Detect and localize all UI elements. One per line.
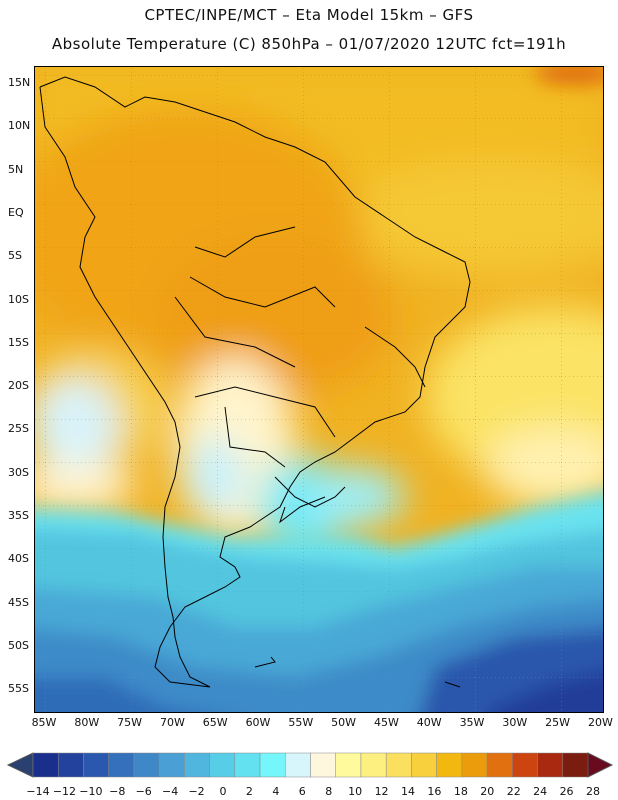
colorbar [0, 750, 618, 780]
colorbar-tick-label: 20 [480, 785, 495, 798]
colorbar-tick-label: 12 [374, 785, 389, 798]
colorbar-tick-label: 0 [219, 785, 227, 798]
latitude-label: 10N [8, 119, 31, 133]
longitude-label: 40W [416, 716, 442, 729]
colorbar-tick-label: 14 [401, 785, 415, 798]
latitude-label: 15N [8, 76, 31, 89]
colorbar-swatch [234, 752, 261, 778]
colorbar-swatch [385, 752, 412, 778]
colorbar-swatch [562, 752, 589, 778]
colorbar-tick-label: −4 [162, 785, 179, 798]
longitude-label: 75W [117, 716, 143, 729]
longitude-label: 50W [331, 716, 357, 729]
longitude-label: 70W [159, 716, 185, 729]
colorbar-min-arrow [6, 752, 34, 778]
latitude-label: 25S [8, 422, 29, 436]
longitude-label: 30W [502, 716, 528, 729]
colorbar-swatch [108, 752, 135, 778]
latitude-label: 55S [8, 682, 29, 696]
colorbar-swatch [436, 752, 463, 778]
longitude-label: 25W [545, 716, 571, 729]
latitude-label: 35S [8, 509, 29, 522]
coastlines [39, 76, 471, 688]
title-line-2: Absolute Temperature (C) 850hPa – 01/07/… [51, 35, 567, 53]
latitude-label: EQ [8, 205, 24, 219]
colorbar-swatch [209, 752, 236, 778]
colorbar-tick-label: −6 [135, 785, 152, 798]
latitude-label: 50S [8, 638, 29, 652]
colorbar-tick-label: 28 [586, 785, 600, 798]
longitude-label: 35W [459, 716, 485, 729]
colorbar-tick-label: 4 [272, 785, 280, 798]
colorbar-swatch [335, 752, 362, 778]
colorbar-tick-label: −12 [52, 785, 77, 798]
latitude-label: 45S [8, 595, 29, 609]
colorbar-swatch [133, 752, 160, 778]
colorbar-tick-label: 10 [348, 785, 363, 798]
colorbar-swatch [512, 752, 538, 778]
longitude-label: 20W [587, 716, 613, 729]
longitude-label: 65W [202, 716, 228, 729]
longitude-label: 60W [245, 716, 271, 729]
colorbar-tick-label: 6 [298, 785, 306, 798]
colorbar-swatch [360, 752, 387, 778]
longitude-label: 55W [288, 716, 314, 729]
colorbar-tick-label: −8 [109, 785, 126, 798]
latitude-label: 5S [8, 249, 22, 263]
map-canvas [35, 67, 603, 712]
colorbar-tick-label: −14 [26, 785, 50, 798]
latitude-label: 30S [8, 465, 29, 479]
colorbar-swatch [83, 752, 109, 778]
latitude-label: 5N [8, 162, 24, 176]
latitude-label: 20S [8, 379, 29, 393]
colorbar-swatch [537, 752, 564, 778]
colorbar-tick-label: −10 [79, 785, 103, 798]
colorbar-swatch [285, 752, 311, 778]
colorbar-tick-label: 26 [559, 785, 574, 798]
colorbar-swatch [486, 752, 513, 778]
title-line-1: CPTEC/INPE/MCT – Eta Model 15km – GFS [144, 6, 474, 24]
colorbar-tick-label: 24 [533, 785, 548, 798]
colorbar-max-arrow [587, 752, 614, 778]
colorbar-swatch [411, 752, 437, 778]
colorbar-tick-label: 8 [325, 785, 333, 798]
colorbar-swatch [259, 752, 286, 778]
latitude-label: 10S [8, 292, 29, 306]
colorbar-canvas [6, 752, 614, 778]
longitude-label: 85W [31, 716, 57, 729]
colorbar-tick-label: −2 [188, 785, 205, 798]
colorbar-tick-label: 22 [506, 785, 521, 798]
colorbar-tick-label: 16 [427, 785, 442, 798]
colorbar-swatch [57, 752, 84, 778]
colorbar-swatch [310, 752, 336, 778]
graticule [35, 67, 603, 712]
colorbar-tick-label: 18 [453, 785, 468, 798]
latitude-label: 15S [8, 335, 29, 349]
longitude-label: 45W [373, 716, 399, 729]
colorbar-swatch [184, 752, 210, 778]
colorbar-swatch [158, 752, 185, 778]
temperature-map [34, 66, 604, 713]
colorbar-swatch [32, 752, 59, 778]
longitude-label: 80W [74, 716, 100, 729]
colorbar-tick-label: 2 [245, 785, 253, 798]
latitude-label: 40S [8, 552, 29, 566]
colorbar-swatch [461, 752, 488, 778]
